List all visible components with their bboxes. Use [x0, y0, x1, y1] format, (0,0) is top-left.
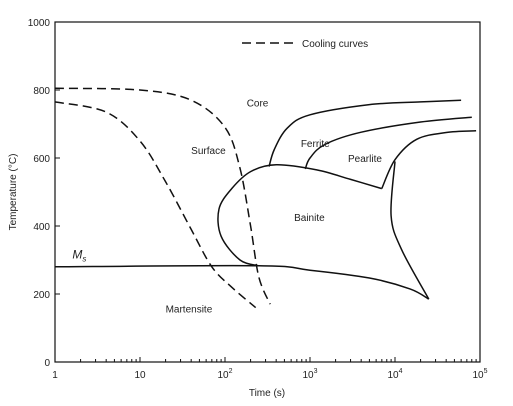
- y-tick-label: 200: [33, 290, 50, 301]
- x-tick-label: 102: [217, 368, 232, 381]
- x-tick-exponent: 5: [484, 368, 488, 375]
- core-label: Core: [247, 98, 269, 109]
- legend: Cooling curves: [242, 39, 368, 50]
- y-tick-label: 400: [33, 222, 50, 233]
- ferrite-label: Ferrite: [301, 139, 330, 150]
- y-axis-label: Temperature (°C): [8, 154, 19, 231]
- subscript: s: [82, 254, 86, 263]
- bainite-curve: [217, 164, 383, 267]
- pearlite-curve: [304, 116, 472, 170]
- axis-ticks: 1 10 102 103 104 105 0 200 400 600 800 1000: [28, 18, 488, 381]
- surface-label: Surface: [191, 146, 226, 157]
- x-tick-label: 10: [134, 370, 146, 381]
- x-tick-label: 104: [387, 368, 402, 381]
- ferrite-curve: [268, 99, 462, 167]
- x-tick-exponent: 2: [229, 368, 233, 375]
- x-tick-exponent: 3: [314, 368, 318, 375]
- x-axis-label: Time (s): [249, 388, 285, 399]
- pearlite-label: Pearlite: [348, 154, 382, 165]
- martensite-label: Martensite: [166, 305, 213, 316]
- x-tick-label: 1: [52, 370, 58, 381]
- y-tick-label: 800: [33, 86, 50, 97]
- bainite-label: Bainite: [294, 213, 325, 224]
- x-tick-exponent: 4: [399, 368, 403, 375]
- m-label: Ms: [72, 247, 86, 263]
- curves: [54, 87, 477, 309]
- nose-curve: [381, 130, 477, 189]
- ms-curve: [54, 264, 430, 300]
- x-tick-label: 105: [472, 368, 487, 381]
- legend-label: Cooling curves: [302, 39, 368, 50]
- surface-curve: [54, 101, 257, 309]
- y-tick-label: 600: [33, 154, 50, 165]
- plot-frame: [54, 21, 481, 363]
- x-tick-label: 103: [302, 368, 317, 381]
- core-curve: [54, 87, 271, 305]
- y-tick-label: 1000: [28, 18, 51, 29]
- right-bound-curve: [390, 161, 430, 300]
- y-tick-label: 0: [44, 358, 50, 369]
